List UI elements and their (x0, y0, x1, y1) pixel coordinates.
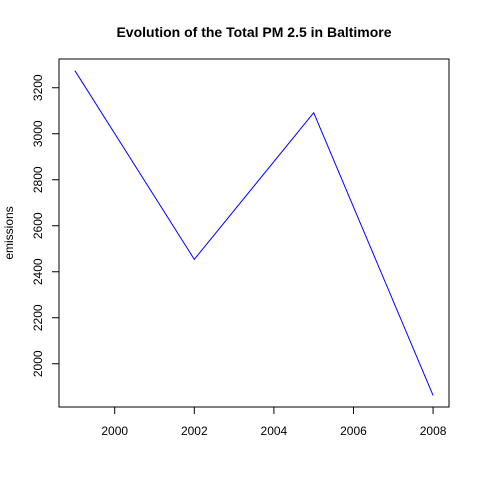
y-tick-label: 2400 (31, 258, 45, 285)
y-tick-label: 2800 (31, 166, 45, 193)
y-tick-label: 2200 (31, 304, 45, 331)
y-axis-label: emissions (2, 206, 16, 259)
y-axis: 2000 2200 2400 2600 2800 3000 3200 (31, 74, 60, 377)
y-tick-label: 2000 (31, 350, 45, 377)
x-tick-label: 2000 (101, 424, 128, 438)
plot-frame (58, 58, 450, 408)
y-tick-label: 2600 (31, 212, 45, 239)
x-axis: 2000 2002 2004 2006 2008 (101, 406, 447, 438)
y-tick-label: 3000 (31, 120, 45, 147)
x-tick-label: 2006 (340, 424, 367, 438)
series-line (74, 70, 434, 396)
chart-title: Evolution of the Total PM 2.5 in Baltimo… (116, 24, 391, 40)
y-tick-label: 3200 (31, 74, 45, 101)
x-tick-label: 2004 (261, 424, 288, 438)
x-tick-label: 2008 (420, 424, 447, 438)
series-group (74, 70, 434, 396)
x-tick-label: 2002 (181, 424, 208, 438)
